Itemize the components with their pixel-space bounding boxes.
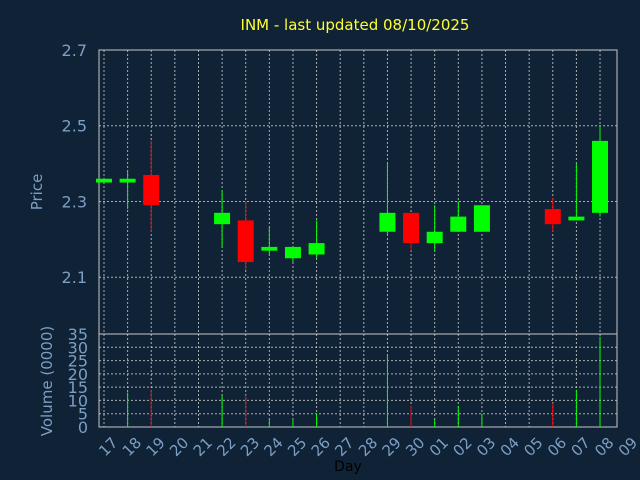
volume-plot-frame: [98, 333, 618, 428]
candle-24: [261, 227, 278, 255]
chart-title: INM - last updated 08/10/2025: [241, 16, 470, 34]
candle-body: [473, 205, 490, 232]
candle-06: [544, 197, 561, 232]
candle-body: [426, 231, 443, 244]
day-tick-label: 22: [213, 434, 239, 460]
volume-y-tick-label: 10: [68, 391, 88, 410]
price-y-tick-label: 2.3: [62, 192, 87, 211]
x-axis-label: Day: [334, 459, 362, 475]
day-tick-label: 29: [379, 434, 405, 460]
day-tick-label: 09: [615, 434, 640, 460]
candle-01: [426, 205, 443, 251]
candle-body: [284, 246, 301, 259]
price-y-tick-labels: 2.7 2.5 2.3 2.1: [62, 41, 87, 287]
volume-axis-label: Volume (0000): [38, 326, 56, 436]
day-tick-label: 25: [284, 434, 310, 460]
candle-body: [379, 212, 396, 232]
candle-body: [450, 216, 467, 232]
candle-26: [308, 220, 325, 259]
candle-19: [143, 140, 160, 232]
day-tick-label: 06: [544, 434, 570, 460]
volume-y-tick-label: 35: [68, 325, 88, 344]
candle-02: [450, 201, 467, 232]
day-tick-label: 30: [402, 434, 428, 460]
candle-22: [214, 190, 231, 247]
day-tick-label: 08: [591, 434, 617, 460]
price-y-tick-label: 2.5: [62, 117, 87, 136]
candle-body: [568, 216, 585, 221]
candle-body: [403, 212, 420, 244]
price-y-tick-label: 2.1: [62, 268, 87, 287]
day-tick-labels: 1718192021222324252627282930010203040506…: [95, 434, 640, 460]
day-tick-label: 23: [237, 434, 263, 460]
volume-y-tick-label: 15: [68, 378, 88, 397]
candlesticks: [96, 125, 609, 270]
candle-07: [568, 163, 585, 221]
candle-23: [237, 201, 254, 270]
candle-body: [237, 220, 254, 263]
candle-body: [214, 212, 231, 225]
day-tick-label: 27: [331, 434, 357, 460]
candle-08: [592, 125, 609, 217]
candle-03: [473, 205, 490, 232]
candle-body: [261, 246, 278, 251]
candle-body: [119, 178, 136, 183]
day-tick-label: 24: [261, 434, 287, 460]
day-tick-label: 19: [142, 434, 168, 460]
day-tick-label: 28: [355, 434, 381, 460]
candle-body: [544, 209, 561, 225]
day-tick-label: 20: [166, 434, 192, 460]
day-tick-label: 18: [119, 434, 145, 460]
candle-30: [403, 212, 420, 251]
candle-body: [96, 178, 112, 183]
price-y-tick-label: 2.7: [62, 41, 87, 60]
volume-y-tick-label: 25: [68, 352, 88, 371]
candle-25: [284, 246, 301, 263]
day-tick-label: 17: [95, 434, 121, 460]
candle-29: [379, 163, 396, 236]
volume-y-tick-label: 0: [78, 418, 88, 437]
candle-body: [592, 140, 609, 213]
day-tick-label: 21: [190, 434, 216, 460]
candle-body: [308, 243, 325, 255]
price-axis-label: Price: [28, 174, 46, 211]
day-tick-label: 03: [473, 434, 499, 460]
day-tick-label: 04: [497, 434, 523, 460]
volume-bars: [127, 336, 601, 427]
volume-grid: [99, 334, 617, 427]
volume-y-tick-label: 30: [68, 338, 88, 357]
day-tick-label: 07: [568, 434, 594, 460]
day-tick-label: 05: [520, 434, 546, 460]
volume-y-tick-label: 20: [68, 365, 88, 384]
volume-y-tick-label: 5: [78, 405, 88, 424]
candle-17: [96, 178, 112, 183]
price-grid: [99, 50, 617, 334]
price-plot-frame: [98, 49, 618, 335]
price-panel: 2.7 2.5 2.3 2.1 Price: [28, 41, 618, 335]
candle-body: [143, 174, 160, 206]
day-tick-label: 26: [308, 434, 334, 460]
day-tick-label: 02: [450, 434, 476, 460]
candle-18: [119, 171, 136, 210]
day-tick-label: 01: [426, 434, 452, 460]
